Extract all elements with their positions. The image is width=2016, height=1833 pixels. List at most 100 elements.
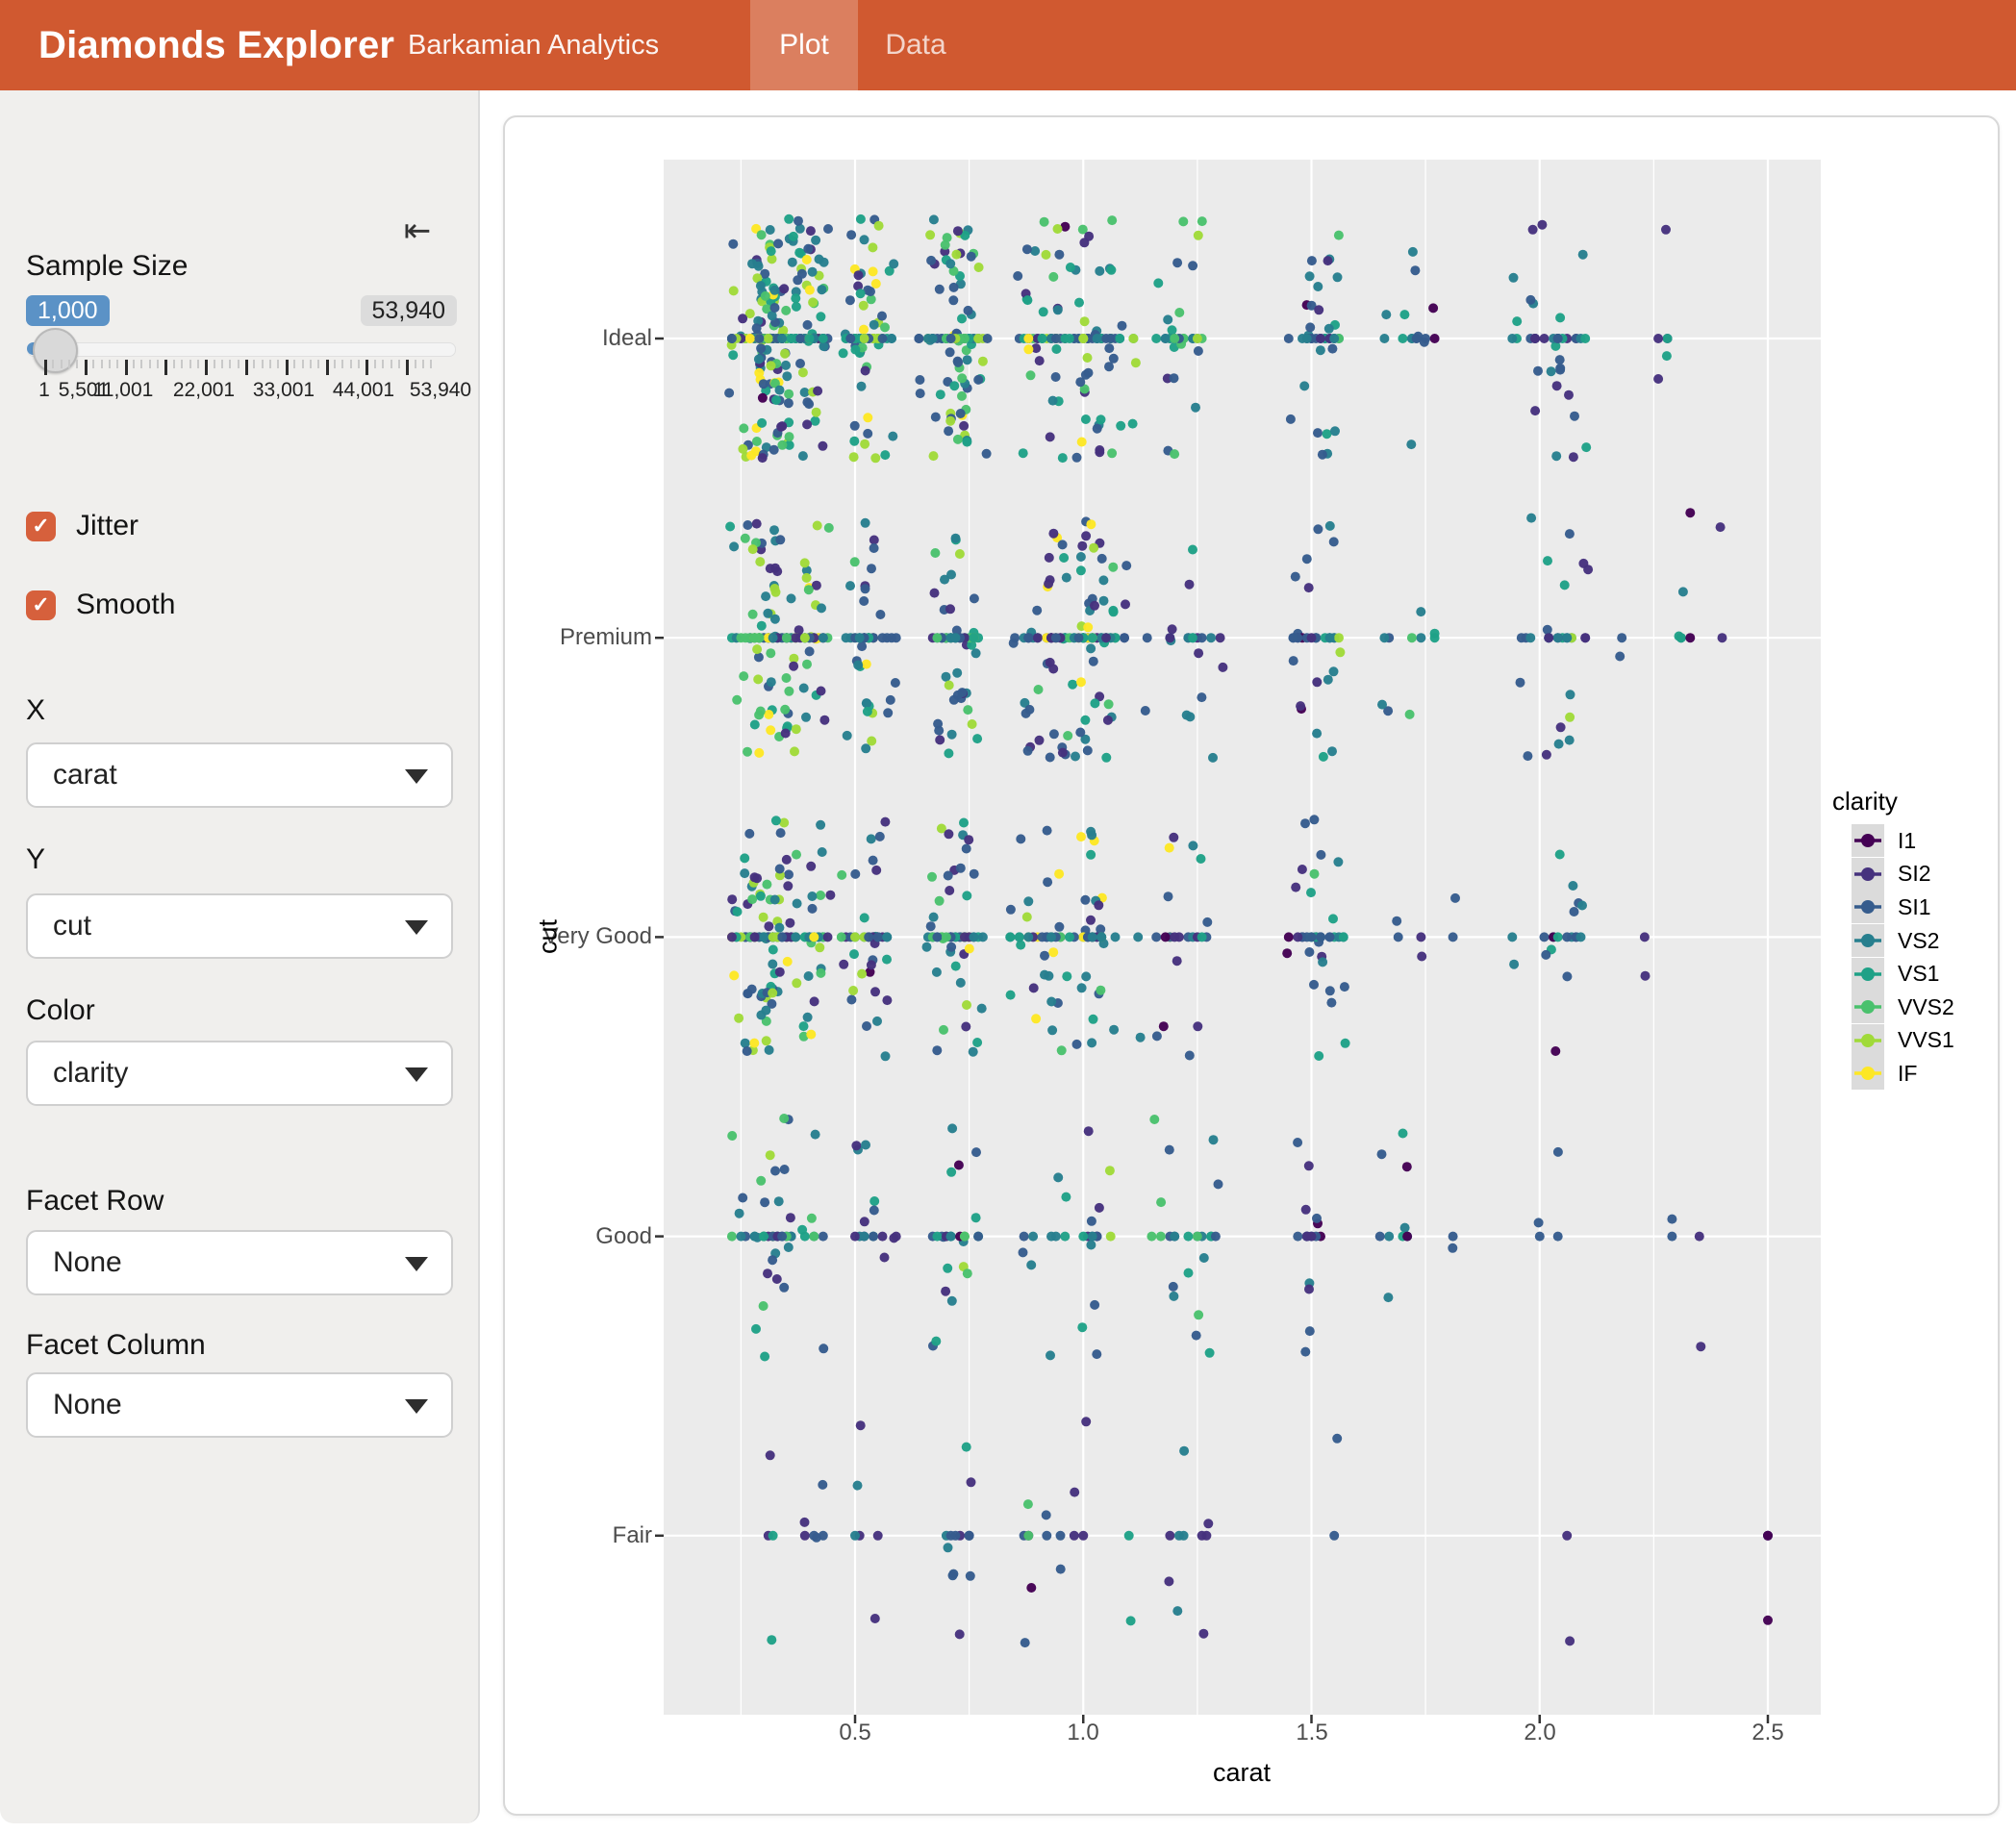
slider-tick	[349, 360, 352, 368]
y-tick-label: Very Good	[542, 923, 652, 949]
legend-entry: VVS2	[1852, 991, 1954, 1024]
slider-tick	[430, 360, 433, 368]
legend-key-swatch	[1852, 924, 1884, 958]
facet-row-select[interactable]: None	[26, 1230, 453, 1295]
slider-tick	[84, 360, 88, 375]
tab-data[interactable]: Data	[885, 29, 946, 61]
slider-tick	[269, 360, 272, 368]
facet-row-select-label: Facet Row	[26, 1185, 164, 1217]
legend-key-swatch	[1852, 991, 1884, 1024]
sidebar-collapse-button[interactable]: ⇤	[392, 208, 442, 254]
chevron-down-icon	[405, 1067, 428, 1082]
slider-tick	[261, 360, 264, 368]
color-select-value: clarity	[53, 1057, 129, 1089]
legend-entry: VS2	[1852, 924, 1954, 958]
legend-key-swatch	[1852, 957, 1884, 991]
point-line-glyph-icon	[1854, 967, 1881, 981]
app-title: Diamonds Explorer	[38, 23, 395, 66]
slider-tick	[341, 360, 344, 368]
legend-entry-label: VS2	[1898, 927, 1940, 953]
slider-tick	[245, 360, 248, 375]
tab-plot[interactable]: Plot	[750, 0, 858, 90]
slider-tick	[397, 360, 400, 368]
y-axis-title: cut	[533, 918, 563, 955]
facet-column-select[interactable]: None	[26, 1372, 453, 1438]
smooth-checkbox[interactable]: ✓	[26, 590, 56, 620]
slider-tick	[317, 360, 320, 368]
slider-tick	[196, 360, 199, 368]
point-line-glyph-icon	[1854, 834, 1881, 848]
slider-tick	[414, 360, 416, 368]
slider-tick	[301, 360, 304, 368]
slider-tick	[172, 360, 175, 368]
sample-size-slider-track[interactable]	[27, 342, 456, 357]
slider-tick	[76, 360, 79, 368]
slider-tick-label: 44,001	[332, 379, 395, 401]
slider-tick-label: 53,940	[409, 379, 472, 401]
slider-tick	[44, 360, 47, 375]
y-select[interactable]: cut	[26, 893, 453, 959]
slider-tick	[108, 360, 111, 368]
facet-column-select-value: None	[53, 1389, 122, 1420]
legend-entry-label: VVS1	[1898, 1027, 1954, 1053]
facet-row-select-value: None	[53, 1246, 122, 1278]
slider-tick	[164, 360, 168, 375]
plot-legend: clarity I1 SI2	[1832, 787, 1954, 1091]
legend-entry-label: IF	[1898, 1060, 1918, 1086]
y-tick-label: Fair	[612, 1522, 652, 1548]
slider-tick	[213, 360, 215, 368]
jitter-checkbox[interactable]: ✓	[26, 511, 56, 541]
slider-tick	[181, 360, 184, 368]
slider-tick-label: 11,001	[92, 379, 154, 401]
legend-entry-label: VS1	[1898, 961, 1940, 987]
x-select[interactable]: carat	[26, 742, 453, 808]
chevron-down-icon	[405, 1257, 428, 1271]
slider-tick	[52, 360, 55, 368]
slider-tick	[220, 360, 223, 368]
legend-entry: IF	[1852, 1057, 1954, 1091]
point-line-glyph-icon	[1854, 934, 1881, 948]
sample-size-slider-handle[interactable]	[33, 328, 78, 373]
slider-tick	[382, 360, 385, 368]
x-tick-label: 1.0	[1067, 1720, 1099, 1745]
point-line-glyph-icon	[1854, 900, 1881, 915]
slider-tick-label: 5,501	[58, 379, 110, 401]
scatter-plot	[655, 160, 1821, 1723]
legend-key-swatch	[1852, 824, 1884, 858]
slider-tick	[293, 360, 296, 368]
x-select-label: X	[26, 694, 46, 726]
slider-tick	[124, 360, 128, 375]
chevron-down-icon	[405, 920, 428, 935]
slider-tick	[100, 360, 103, 368]
legend-entry-label: SI2	[1898, 861, 1931, 887]
slider-tick-label: 1	[38, 379, 50, 401]
y-tick-label: Ideal	[601, 325, 652, 351]
slider-tick	[92, 360, 95, 368]
legend-entry-label: VVS2	[1898, 993, 1954, 1019]
legend-key-swatch	[1852, 1057, 1884, 1091]
color-select[interactable]: clarity	[26, 1041, 453, 1106]
y-tick-label: Premium	[559, 624, 652, 650]
slider-tick	[365, 360, 369, 375]
collapse-arrow-icon: ⇤	[403, 213, 432, 249]
slider-tick	[285, 360, 289, 375]
slider-tick	[309, 360, 312, 368]
check-icon: ✓	[32, 592, 50, 616]
y-tick-label: Good	[595, 1223, 652, 1249]
x-tick-label: 0.5	[839, 1720, 871, 1745]
legend-entry: VVS1	[1852, 1023, 1954, 1058]
slider-tick-label: 33,001	[252, 379, 315, 401]
slider-tick	[406, 360, 410, 375]
slider-tick	[229, 360, 232, 368]
y-select-value: cut	[53, 910, 92, 942]
slider-tick-label: 22,001	[172, 379, 236, 401]
chevron-down-icon	[405, 769, 428, 784]
smooth-checkbox-label: Smooth	[76, 589, 176, 620]
chevron-down-icon	[405, 1399, 428, 1414]
legend-entry-label: I1	[1898, 827, 1917, 853]
point-line-glyph-icon	[1854, 1033, 1881, 1047]
point-line-glyph-icon	[1854, 866, 1881, 881]
slider-tick	[373, 360, 376, 368]
slider-tick	[133, 360, 135, 368]
slider-tick	[148, 360, 151, 368]
